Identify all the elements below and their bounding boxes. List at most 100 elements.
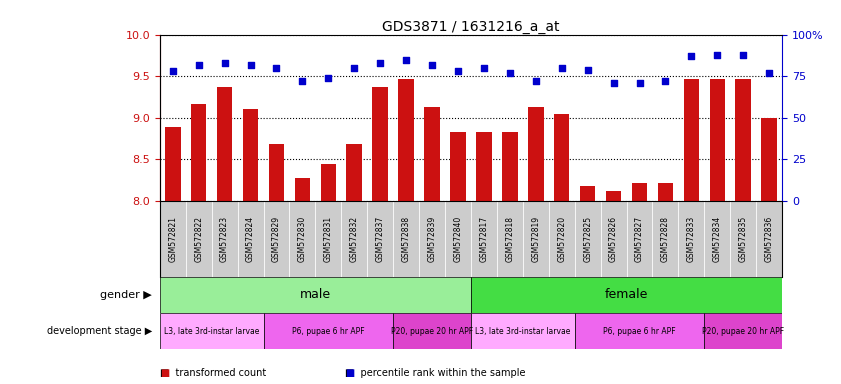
Text: GSM572817: GSM572817 <box>479 216 489 262</box>
Point <box>555 65 569 71</box>
Text: GSM572822: GSM572822 <box>194 216 204 262</box>
Text: P20, pupae 20 hr APF: P20, pupae 20 hr APF <box>391 327 473 336</box>
Text: GSM572836: GSM572836 <box>764 216 774 262</box>
Bar <box>548 201 574 277</box>
Text: GSM572821: GSM572821 <box>168 216 177 262</box>
Point <box>296 78 309 84</box>
Text: GSM572819: GSM572819 <box>532 216 540 262</box>
Text: GSM572832: GSM572832 <box>350 216 359 262</box>
Text: GSM572829: GSM572829 <box>272 216 281 262</box>
Point <box>218 60 231 66</box>
Text: GSM572824: GSM572824 <box>246 216 255 262</box>
Bar <box>450 132 466 201</box>
Text: gender ▶: gender ▶ <box>100 290 152 300</box>
Text: ■  percentile rank within the sample: ■ percentile rank within the sample <box>345 368 526 378</box>
Text: GSM572839: GSM572839 <box>427 216 436 262</box>
Point <box>192 61 205 68</box>
Bar <box>710 79 725 201</box>
Point <box>659 78 672 84</box>
Bar <box>730 201 756 277</box>
Bar <box>476 132 492 201</box>
Text: GSM572838: GSM572838 <box>402 216 410 262</box>
Bar <box>627 201 653 277</box>
Bar <box>419 201 445 277</box>
Bar <box>497 201 523 277</box>
Bar <box>574 201 600 277</box>
Bar <box>445 201 471 277</box>
Bar <box>471 277 782 313</box>
Bar <box>346 144 362 201</box>
Text: P6, pupae 6 hr APF: P6, pupae 6 hr APF <box>603 327 676 336</box>
Text: ■  transformed count: ■ transformed count <box>160 368 266 378</box>
Text: GSM572823: GSM572823 <box>220 216 229 262</box>
Text: development stage ▶: development stage ▶ <box>47 326 152 336</box>
Bar <box>684 79 699 201</box>
Bar <box>263 201 289 277</box>
Text: GSM572827: GSM572827 <box>635 216 644 262</box>
Point <box>711 51 724 58</box>
Bar <box>341 201 368 277</box>
Bar <box>243 109 258 201</box>
Point <box>763 70 776 76</box>
Bar <box>393 313 471 349</box>
Bar <box>186 201 212 277</box>
Bar <box>268 144 284 201</box>
Text: GSM572835: GSM572835 <box>738 216 748 262</box>
Bar <box>658 183 673 201</box>
Bar <box>735 79 751 201</box>
Bar <box>165 127 181 201</box>
Text: GSM572820: GSM572820 <box>558 216 566 262</box>
Text: ■: ■ <box>160 368 169 378</box>
Bar <box>399 79 414 201</box>
Point <box>244 61 257 68</box>
Bar <box>679 201 704 277</box>
Bar <box>237 201 263 277</box>
Text: GSM572834: GSM572834 <box>713 216 722 262</box>
Text: GSM572830: GSM572830 <box>298 216 307 262</box>
Text: L3, late 3rd-instar larvae: L3, late 3rd-instar larvae <box>475 327 570 336</box>
Text: GSM572837: GSM572837 <box>376 216 384 262</box>
Point <box>503 70 516 76</box>
Text: GSM572826: GSM572826 <box>609 216 618 262</box>
Point <box>321 75 335 81</box>
Point <box>685 53 698 59</box>
Text: female: female <box>605 288 648 301</box>
Bar <box>289 201 315 277</box>
Bar <box>471 313 574 349</box>
Point <box>477 65 490 71</box>
Point <box>529 78 542 84</box>
Bar <box>704 201 730 277</box>
Bar <box>756 201 782 277</box>
Text: L3, late 3rd-instar larvae: L3, late 3rd-instar larvae <box>164 327 259 336</box>
Bar <box>294 178 310 201</box>
Title: GDS3871 / 1631216_a_at: GDS3871 / 1631216_a_at <box>382 20 560 33</box>
Bar <box>580 186 595 201</box>
Bar <box>653 201 679 277</box>
Text: GSM572825: GSM572825 <box>583 216 592 262</box>
Bar <box>263 313 393 349</box>
Text: GSM572831: GSM572831 <box>324 216 333 262</box>
Bar <box>373 87 388 201</box>
Point <box>399 56 413 63</box>
Text: GSM572840: GSM572840 <box>453 216 463 262</box>
Bar <box>368 201 393 277</box>
Bar <box>502 132 517 201</box>
Bar <box>632 183 648 201</box>
Bar <box>160 313 263 349</box>
Bar <box>191 104 206 201</box>
Bar <box>574 313 704 349</box>
Bar <box>704 313 782 349</box>
Bar <box>424 107 440 201</box>
Text: male: male <box>299 288 331 301</box>
Text: GSM572833: GSM572833 <box>687 216 696 262</box>
Point <box>452 68 465 74</box>
Text: P6, pupae 6 hr APF: P6, pupae 6 hr APF <box>292 327 365 336</box>
Bar <box>315 201 341 277</box>
Point <box>166 68 179 74</box>
Text: GSM572818: GSM572818 <box>505 216 515 262</box>
Bar <box>471 201 497 277</box>
Point <box>632 80 646 86</box>
Point <box>347 65 361 71</box>
Text: GSM572828: GSM572828 <box>661 216 670 262</box>
Bar <box>761 118 777 201</box>
